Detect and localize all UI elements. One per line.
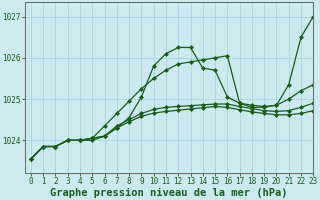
X-axis label: Graphe pression niveau de la mer (hPa): Graphe pression niveau de la mer (hPa) [50, 188, 288, 198]
